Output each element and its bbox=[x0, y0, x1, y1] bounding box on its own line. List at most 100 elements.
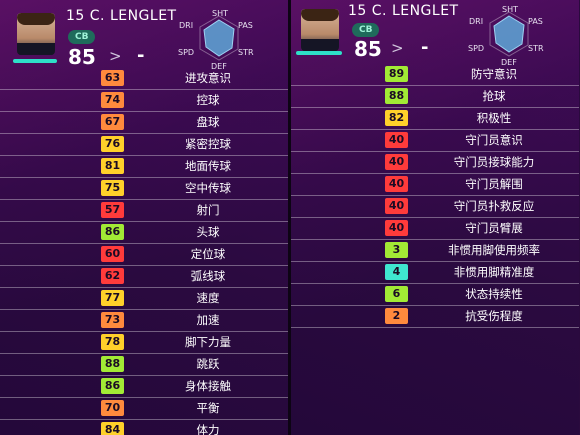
stat-row: 84 体力 bbox=[0, 420, 288, 435]
stat-value: 78 bbox=[101, 334, 124, 350]
stat-row: 86 头球 bbox=[0, 222, 288, 244]
left-stat-list: 63 进攻意识 74 控球 67 盘球 76 紧密控球 81 地面传球 75 空中传球 57… bbox=[0, 68, 288, 435]
stat-label: 射门 bbox=[196, 203, 220, 217]
stat-row: 40 守门员臂展 bbox=[291, 218, 579, 240]
stat-value: 73 bbox=[101, 312, 124, 328]
stat-label: 非惯用脚精准度 bbox=[453, 265, 535, 279]
radar-label-pas: PAS bbox=[528, 17, 543, 26]
radar-label-str: STR bbox=[528, 44, 544, 53]
stat-row: 75 空中传球 bbox=[0, 178, 288, 200]
stat-value: 74 bbox=[101, 92, 124, 108]
stat-label: 加速 bbox=[196, 313, 220, 327]
stat-row: 70 平衡 bbox=[0, 398, 288, 420]
stat-row: 88 跳跃 bbox=[0, 354, 288, 376]
stat-label: 守门员臂展 bbox=[465, 221, 523, 235]
stat-value: 81 bbox=[101, 158, 124, 174]
stat-value: 3 bbox=[385, 242, 408, 258]
avatar-underline bbox=[296, 51, 342, 55]
stat-value: 40 bbox=[385, 176, 408, 192]
stat-value: 6 bbox=[385, 286, 408, 302]
stat-row: 40 守门员接球能力 bbox=[291, 152, 579, 174]
stat-label: 平衡 bbox=[196, 401, 220, 415]
radar-label-sht: SHT bbox=[212, 9, 228, 18]
avatar-underline bbox=[13, 59, 57, 63]
stat-value: 86 bbox=[101, 378, 124, 394]
stat-label: 脚下力量 bbox=[185, 335, 231, 349]
stat-label: 体力 bbox=[196, 423, 220, 435]
arrow-right-icon: > bbox=[391, 39, 404, 57]
stat-label: 地面传球 bbox=[185, 159, 231, 173]
stat-value: 57 bbox=[101, 202, 124, 218]
stat-row: 88 抢球 bbox=[291, 86, 579, 108]
radar-label-pas: PAS bbox=[238, 21, 253, 30]
stat-value: 88 bbox=[385, 88, 408, 104]
stat-row: 86 身体接触 bbox=[0, 376, 288, 398]
player-name: 15 C. LENGLET bbox=[348, 3, 459, 19]
player-header: 15 C. LENGLET CB 85 > - SHT PAS STR DEF … bbox=[0, 0, 288, 78]
stat-label: 控球 bbox=[196, 93, 220, 107]
stat-label: 积极性 bbox=[476, 111, 512, 125]
radar-label-dri: DRI bbox=[179, 21, 193, 30]
stat-value: 40 bbox=[385, 132, 408, 148]
stat-row: 78 脚下力量 bbox=[0, 332, 288, 354]
stat-value: 60 bbox=[101, 246, 124, 262]
radar-label-sht: SHT bbox=[502, 5, 518, 14]
stat-row: 67 盘球 bbox=[0, 112, 288, 134]
stat-label: 非惯用脚使用频率 bbox=[448, 243, 540, 257]
stat-row: 63 进攻意识 bbox=[0, 68, 288, 90]
radar-label-str: STR bbox=[238, 48, 254, 57]
stat-value: 63 bbox=[101, 70, 124, 86]
position-badge: CB bbox=[352, 23, 380, 37]
stat-row: 89 防守意识 bbox=[291, 64, 579, 86]
stat-value: 82 bbox=[385, 110, 408, 126]
stat-label: 紧密控球 bbox=[185, 137, 231, 151]
stat-label: 守门员意识 bbox=[465, 133, 523, 147]
radar-label-def: DEF bbox=[211, 62, 227, 71]
stat-row: 40 守门员意识 bbox=[291, 130, 579, 152]
stat-value: 4 bbox=[385, 264, 408, 280]
target-rating: - bbox=[137, 45, 145, 66]
radar-label-spd: SPD bbox=[178, 48, 194, 57]
radar-chart: SHT PAS STR DEF SPD DRI bbox=[178, 9, 254, 71]
arrow-right-icon: > bbox=[109, 47, 122, 65]
stat-label: 速度 bbox=[196, 291, 220, 305]
stat-label: 守门员接球能力 bbox=[453, 155, 535, 169]
stat-label: 身体接触 bbox=[185, 379, 231, 393]
player-avatar bbox=[17, 13, 55, 55]
stat-value: 77 bbox=[101, 290, 124, 306]
player-name: 15 C. LENGLET bbox=[66, 8, 177, 24]
stat-row: 74 控球 bbox=[0, 90, 288, 112]
radar-chart: SHT PAS STR DEF SPD DRI bbox=[468, 5, 544, 67]
stat-row: 3 非惯用脚使用频率 bbox=[291, 240, 579, 262]
stat-value: 84 bbox=[101, 422, 124, 435]
radar-label-def: DEF bbox=[501, 58, 517, 67]
stat-value: 89 bbox=[385, 66, 408, 82]
stat-row: 76 紧密控球 bbox=[0, 134, 288, 156]
stat-value: 88 bbox=[101, 356, 124, 372]
stat-row: 4 非惯用脚精准度 bbox=[291, 262, 579, 284]
stat-row: 60 定位球 bbox=[0, 244, 288, 266]
stat-value: 40 bbox=[385, 154, 408, 170]
stat-row: 73 加速 bbox=[0, 310, 288, 332]
stat-row: 82 积极性 bbox=[291, 108, 579, 130]
stat-value: 40 bbox=[385, 220, 408, 236]
stat-value: 67 bbox=[101, 114, 124, 130]
player-avatar bbox=[301, 9, 339, 51]
stat-value: 75 bbox=[101, 180, 124, 196]
stat-row: 40 守门员解围 bbox=[291, 174, 579, 196]
stat-row: 57 射门 bbox=[0, 200, 288, 222]
stat-value: 62 bbox=[101, 268, 124, 284]
stat-label: 抢球 bbox=[482, 89, 506, 103]
stat-row: 40 守门员扑救反应 bbox=[291, 196, 579, 218]
stat-value: 40 bbox=[385, 198, 408, 214]
stat-label: 弧线球 bbox=[190, 269, 226, 283]
stat-label: 守门员解围 bbox=[465, 177, 523, 191]
stat-label: 跳跃 bbox=[196, 357, 220, 371]
player-header: 15 C. LENGLET CB 85 > - SHT PAS STR DEF … bbox=[291, 0, 579, 78]
stat-label: 防守意识 bbox=[471, 67, 517, 81]
stat-label: 状态持续性 bbox=[465, 287, 523, 301]
stat-label: 守门员扑救反应 bbox=[453, 199, 535, 213]
stat-value: 76 bbox=[101, 136, 124, 152]
overall-rating: 85 bbox=[354, 37, 382, 61]
